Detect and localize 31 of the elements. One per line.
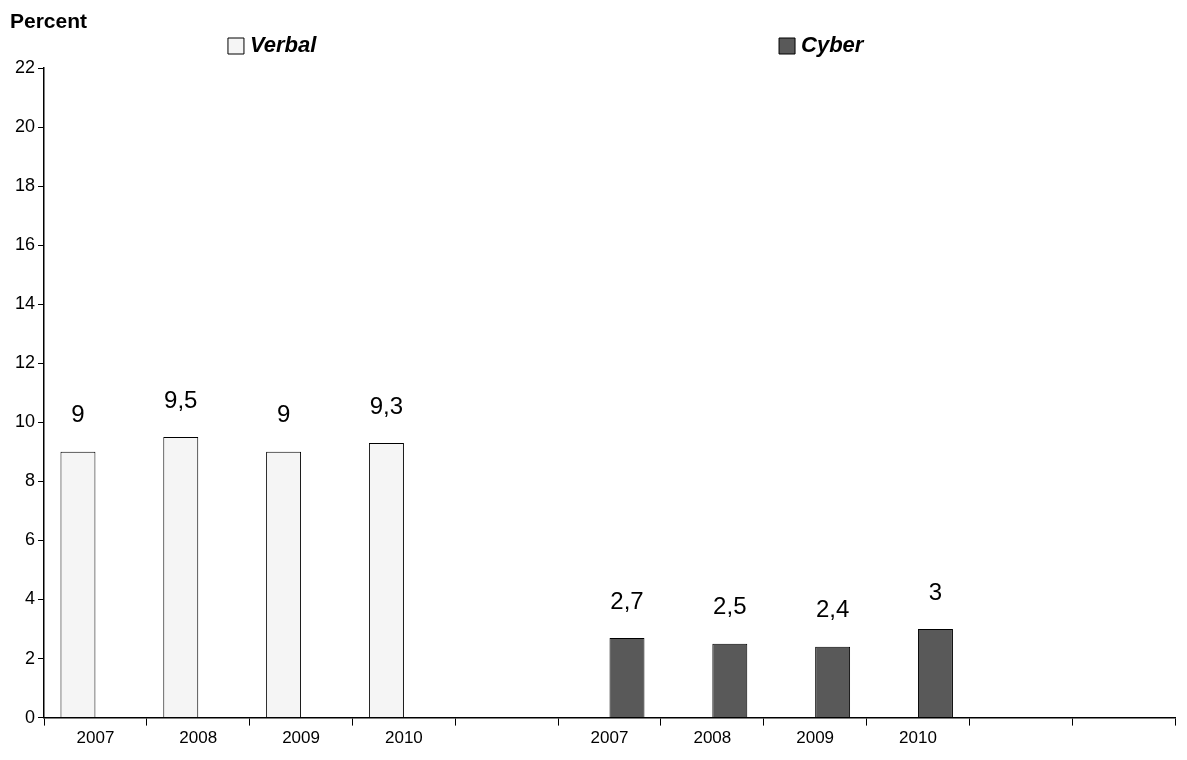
x-tick-label: 2009 xyxy=(796,728,835,748)
y-tick-label: 14 xyxy=(14,293,36,314)
x-tick-label: 2008 xyxy=(693,728,732,748)
y-tick-label: 10 xyxy=(14,411,36,432)
data-label: 9 xyxy=(276,400,291,428)
y-tick-label: 18 xyxy=(14,175,36,196)
y-tick-label: 8 xyxy=(25,470,36,491)
x-tick-label: 2010 xyxy=(899,728,937,748)
data-label: 3 xyxy=(928,577,943,605)
x-tick-label: 2009 xyxy=(282,728,320,748)
data-label: 9,3 xyxy=(369,391,404,419)
legend-label: Cyber xyxy=(801,32,865,58)
x-tick-label: 2008 xyxy=(179,728,218,748)
y-tick-label: 20 xyxy=(14,116,36,137)
data-label: 2,5 xyxy=(713,592,747,620)
x-tick-label: 2007 xyxy=(76,728,115,748)
data-label: 9 xyxy=(71,400,85,428)
x-tick-label: 2007 xyxy=(590,728,629,748)
y-tick-label: 12 xyxy=(14,352,36,373)
y-tick-label: 0 xyxy=(25,706,36,727)
y-tick-label: 6 xyxy=(25,529,36,550)
y-tick-label: 4 xyxy=(25,588,36,609)
data-label: 2,7 xyxy=(610,586,644,614)
data-label: 9,5 xyxy=(164,385,198,413)
y-tick-label: 22 xyxy=(14,56,36,77)
data-label: 2,4 xyxy=(815,595,850,623)
y-axis-title: Percent xyxy=(10,9,88,33)
y-tick-label: 2 xyxy=(25,647,36,668)
x-tick-label: 2010 xyxy=(384,728,423,748)
y-tick-label: 16 xyxy=(14,234,36,255)
legend-label: Verbal xyxy=(249,32,318,58)
